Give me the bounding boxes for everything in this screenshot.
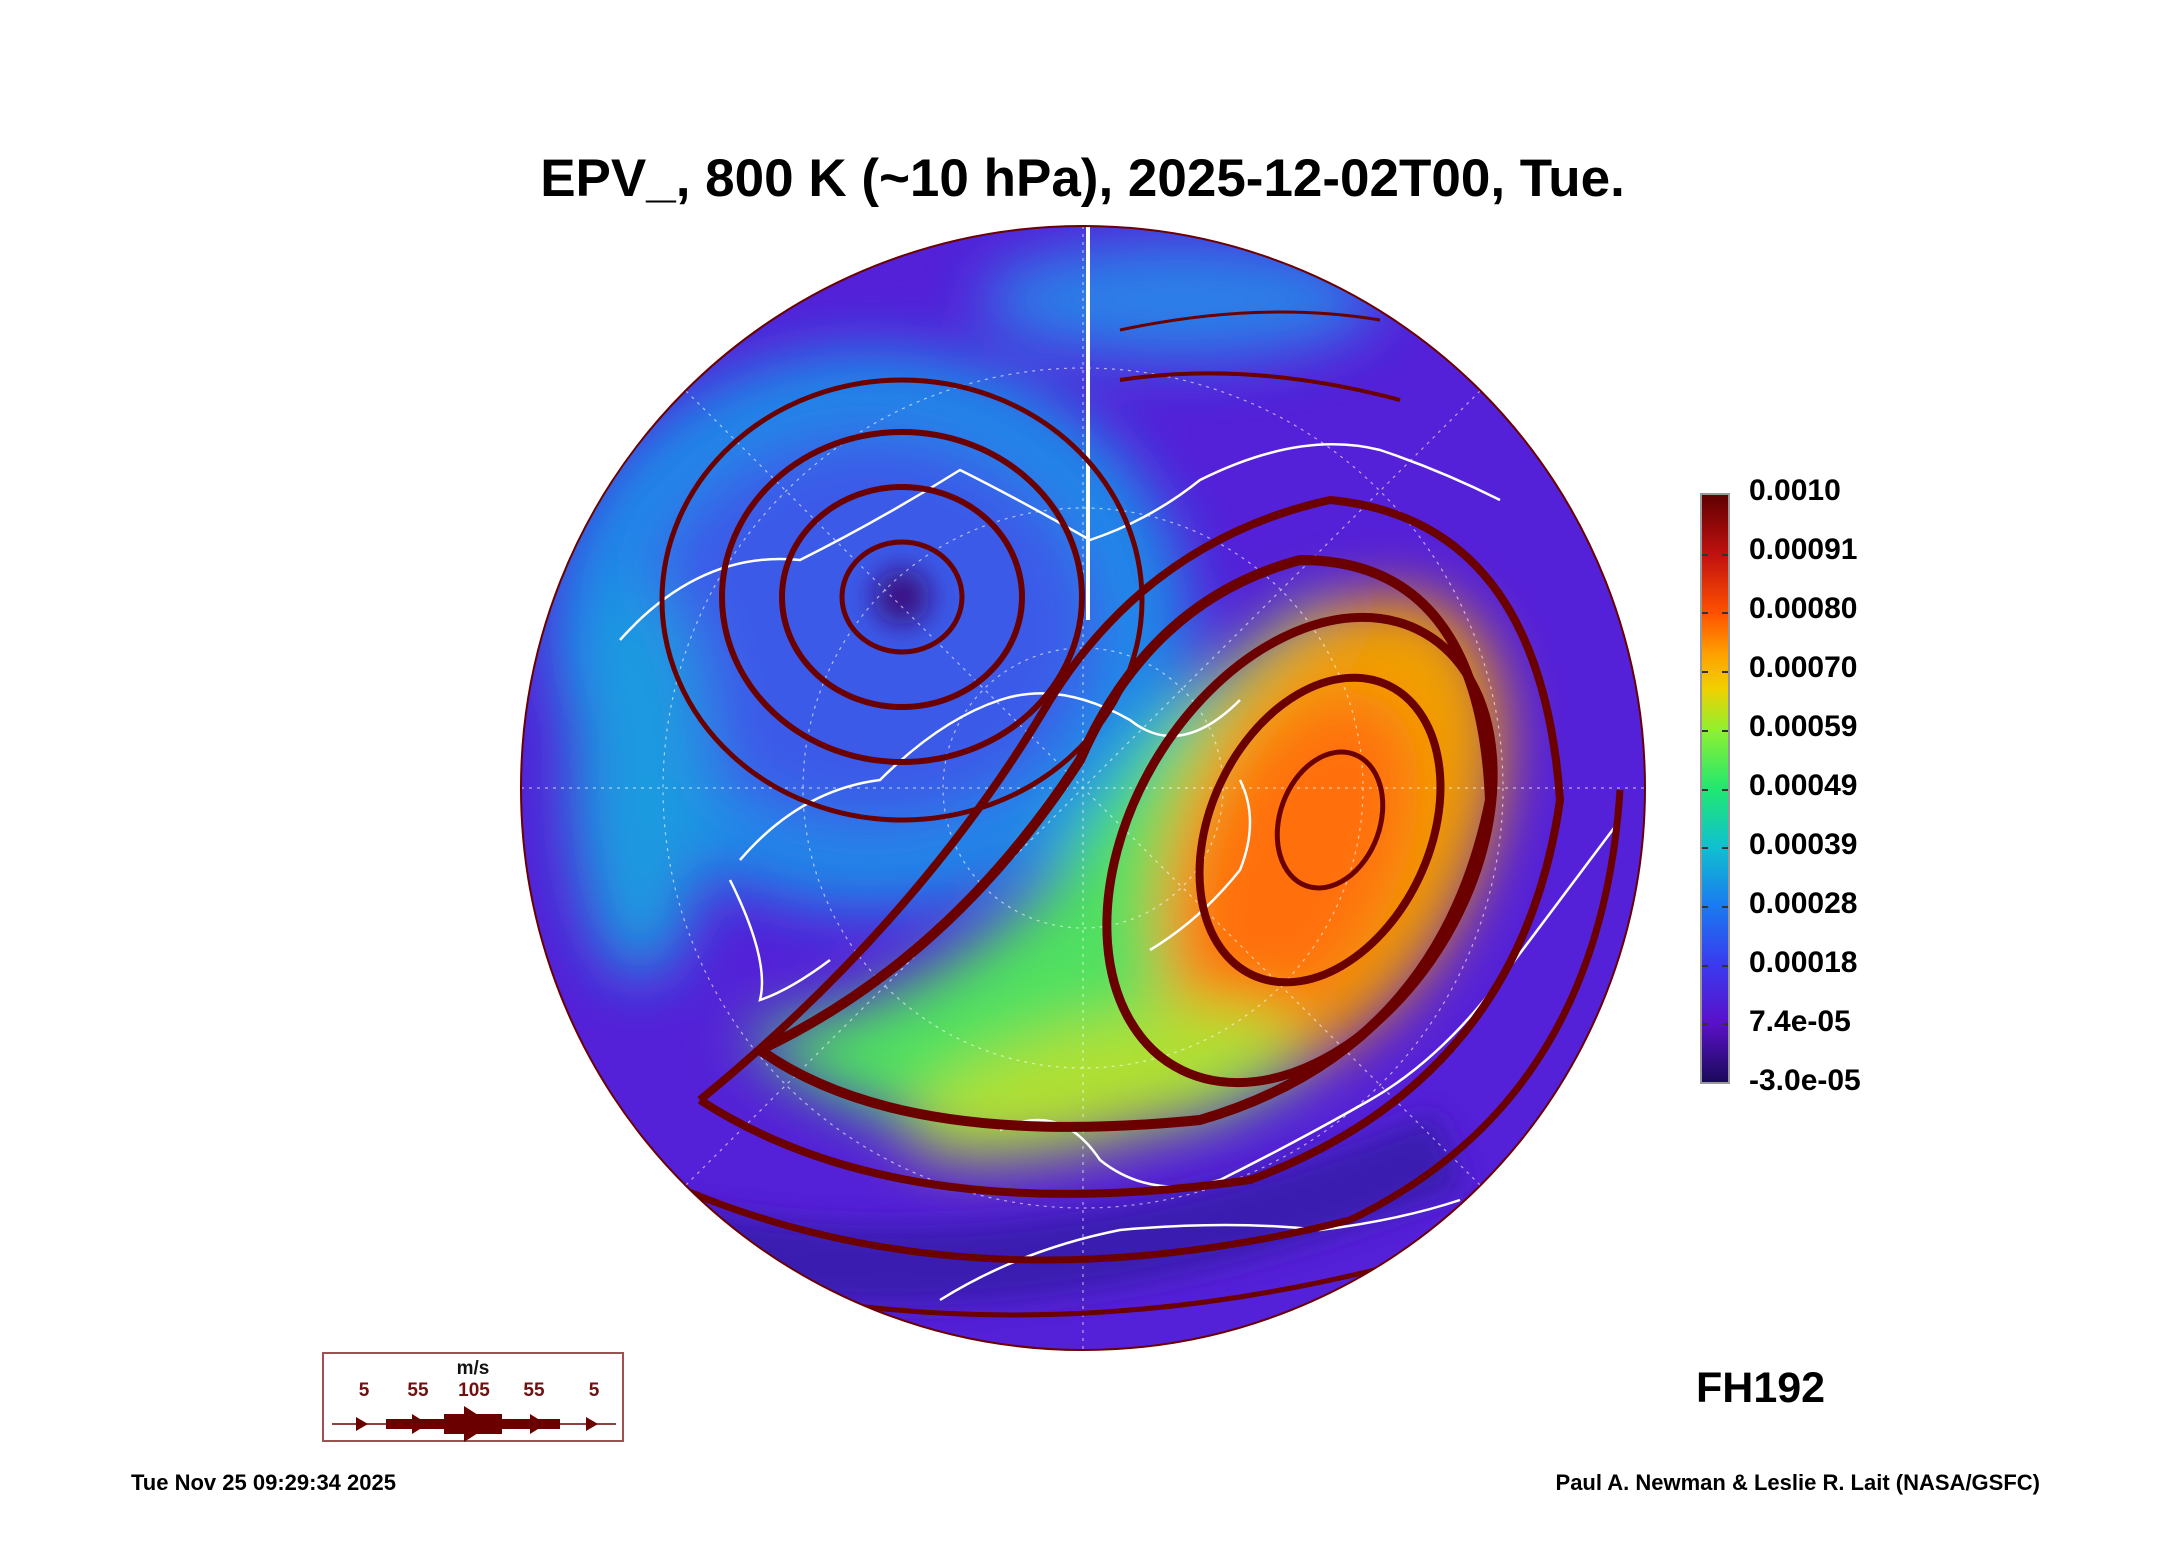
wind-speed-legend: m/s 5 55 105 55 5 <box>322 1352 624 1442</box>
colorbar-label: 0.00028 <box>1749 887 1858 920</box>
epv-field <box>521 226 1645 1350</box>
colorbar-label: 0.00018 <box>1749 946 1858 979</box>
wind-streamlines <box>599 310 1624 1318</box>
colorbar-label: 0.0010 <box>1749 474 1841 507</box>
colorbar-label: 0.00070 <box>1749 651 1858 684</box>
wind-legend-value: 5 <box>358 1380 370 1401</box>
credit: Paul A. Newman & Leslie R. Lait (NASA/GS… <box>1555 1470 2040 1495</box>
chart-title: EPV_, 800 K (~10 hPa), 2025-12-02T00, Tu… <box>540 149 1625 208</box>
colorbar <box>1700 493 1730 1084</box>
colorbar-label: 7.4e-05 <box>1749 1005 1851 1038</box>
colorbar-label: -3.0e-05 <box>1749 1064 1861 1097</box>
colorbar-label: 0.00080 <box>1749 592 1858 625</box>
colorbar-label: 0.00059 <box>1749 710 1858 743</box>
wind-legend-value: 5 <box>588 1380 600 1401</box>
colorbar-label: 0.00049 <box>1749 769 1858 802</box>
wind-legend-value: 105 <box>458 1380 490 1401</box>
colorbar-label: 0.00091 <box>1749 533 1858 566</box>
globe-outline <box>520 225 1646 1351</box>
colorbar-label: 0.00039 <box>1749 828 1858 861</box>
wind-legend-value: 55 <box>523 1380 545 1401</box>
wind-legend-value: 55 <box>407 1380 429 1401</box>
generation-timestamp: Tue Nov 25 09:29:34 2025 <box>131 1470 396 1495</box>
wind-unit-label: m/s <box>456 1358 490 1379</box>
forecast-hour: FH192 <box>1696 1364 1826 1412</box>
wind-legend-arrows <box>332 1406 616 1442</box>
graticule <box>521 226 1645 1350</box>
